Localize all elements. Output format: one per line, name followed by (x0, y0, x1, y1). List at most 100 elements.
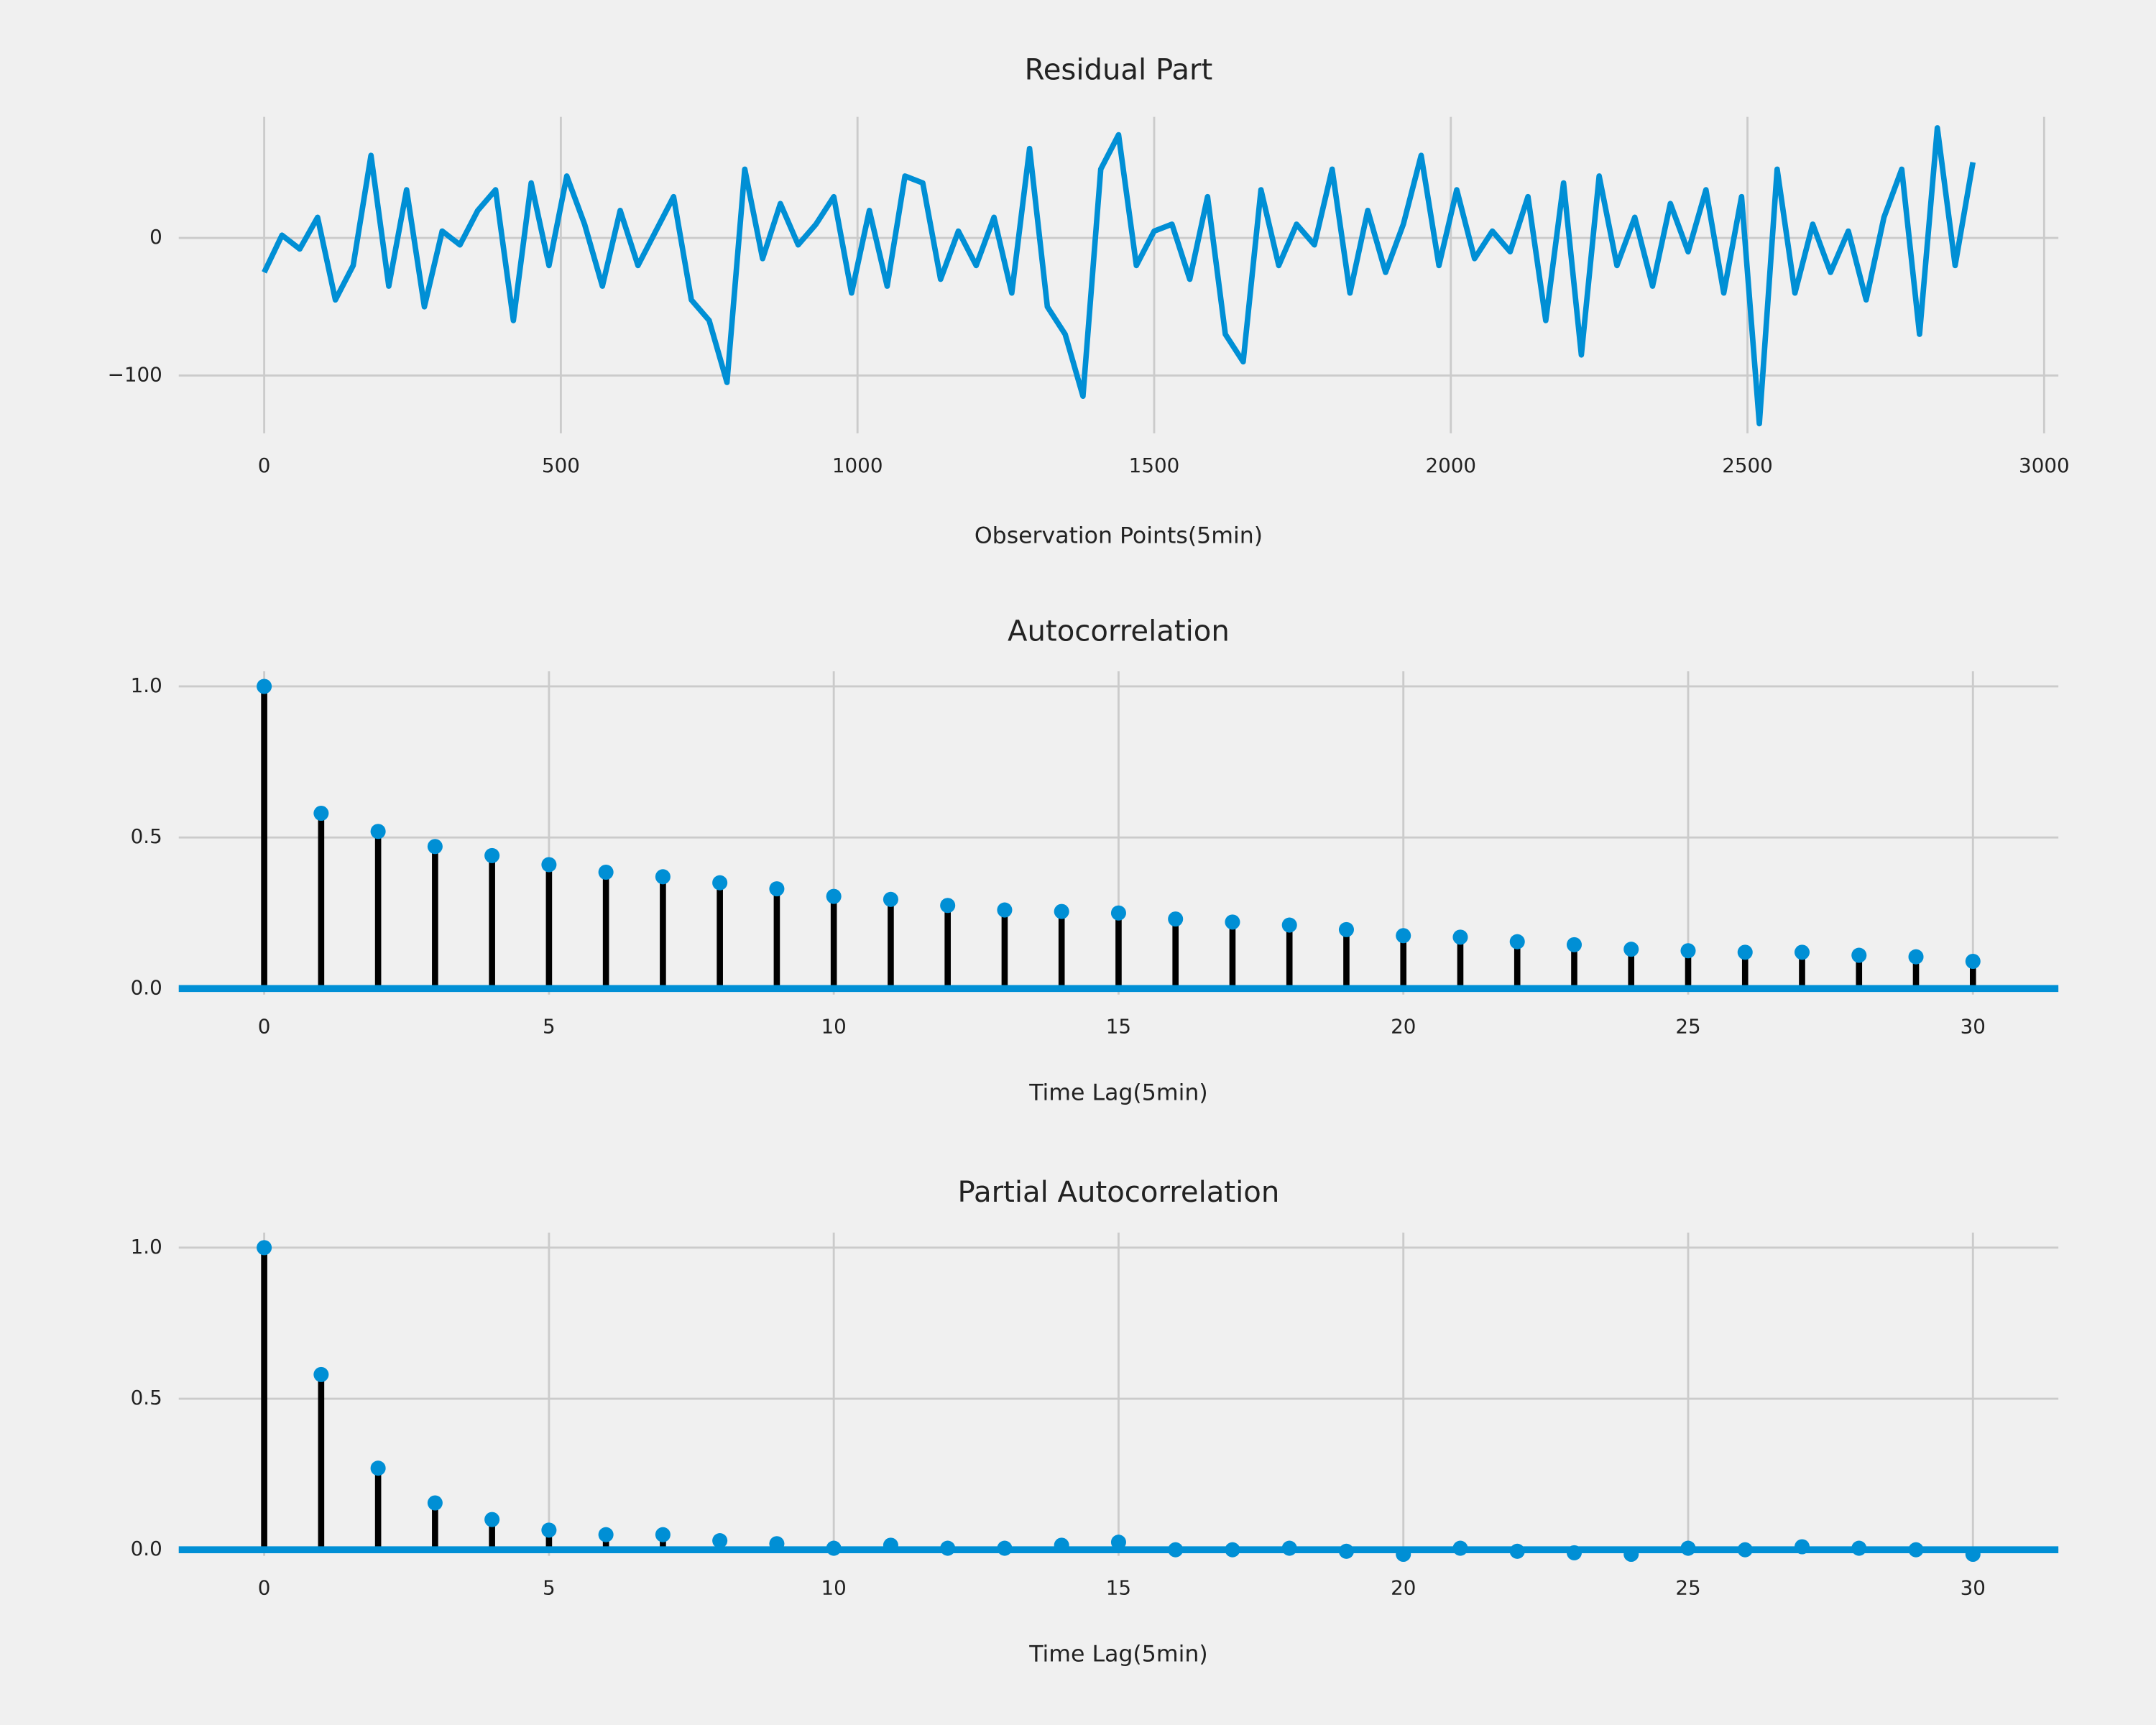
marker (826, 1540, 842, 1556)
chart-title: Autocorrelation (1008, 615, 1230, 648)
marker (1680, 943, 1696, 959)
x-tick-label: 30 (1961, 1015, 1986, 1039)
marker (997, 1540, 1013, 1556)
x-tick-label: 500 (542, 454, 580, 477)
marker (769, 1536, 785, 1552)
marker (1110, 905, 1126, 921)
x-tick-label: 25 (1675, 1576, 1700, 1600)
x-tick-label: 0 (258, 1015, 271, 1039)
marker (1566, 937, 1583, 952)
marker (1566, 1545, 1583, 1560)
x-tick-label: 25 (1675, 1015, 1700, 1039)
x-tick-label: 20 (1391, 1576, 1416, 1600)
marker (370, 1460, 386, 1476)
marker (1281, 917, 1297, 933)
marker (1794, 944, 1810, 960)
x-axis-label: Time Lag(5min) (1028, 1641, 1207, 1667)
y-tick-label: 0 (149, 225, 162, 249)
x-tick-label: 5 (543, 1576, 556, 1600)
marker (712, 875, 728, 891)
marker (1737, 944, 1753, 960)
y-tick-label: 1.0 (131, 1235, 162, 1259)
marker (1452, 1540, 1468, 1556)
marker (1680, 1540, 1696, 1556)
marker (1281, 1540, 1297, 1556)
marker (1396, 928, 1411, 944)
marker (883, 891, 898, 907)
marker (1851, 947, 1867, 963)
x-tick-label: 2000 (1425, 454, 1476, 477)
y-tick-label: 0.5 (131, 1386, 162, 1409)
marker (1054, 903, 1069, 919)
marker (997, 902, 1013, 918)
marker (1851, 1540, 1867, 1556)
marker (484, 1512, 500, 1527)
x-tick-label: 2500 (1722, 454, 1773, 477)
residual-line (262, 125, 1976, 427)
marker (1623, 942, 1639, 957)
x-tick-label: 10 (821, 1015, 847, 1039)
x-tick-label: 0 (258, 454, 271, 477)
marker (826, 888, 842, 904)
y-tick-label: 0.0 (131, 975, 162, 999)
marker (655, 1527, 671, 1542)
marker (1338, 1543, 1354, 1559)
marker (257, 1240, 272, 1256)
marker (257, 678, 272, 694)
panel: Residual Part Observation Points(5min) 0 50… (108, 54, 2070, 549)
marker (598, 1527, 614, 1542)
marker (712, 1533, 728, 1549)
marker (484, 847, 500, 863)
marker (541, 857, 557, 873)
marker (1509, 934, 1525, 949)
marker (883, 1537, 898, 1553)
marker (1225, 1542, 1240, 1558)
marker (1054, 1537, 1069, 1553)
marker (940, 898, 956, 914)
y-tick-label: 0.5 (131, 824, 162, 848)
marker (370, 824, 386, 840)
marker (1908, 1542, 1924, 1558)
marker (313, 1366, 329, 1382)
y-tick-label: 1.0 (131, 673, 162, 697)
marker (1737, 1542, 1753, 1558)
panel: Partial Autocorrelation Time Lag(5min) 0 5 1… (131, 1176, 2059, 1667)
marker (1396, 1546, 1411, 1563)
marker (1794, 1539, 1810, 1555)
chart-title: Partial Autocorrelation (958, 1176, 1280, 1209)
x-tick-label: 3000 (2019, 454, 2070, 477)
marker (1225, 914, 1240, 930)
x-tick-label: 30 (1961, 1576, 1986, 1600)
marker (427, 839, 443, 855)
marker (1965, 953, 1981, 970)
marker (1965, 1546, 1981, 1563)
x-tick-label: 1000 (832, 454, 883, 477)
marker (940, 1540, 956, 1556)
x-tick-label: 10 (821, 1576, 847, 1600)
x-tick-label: 0 (258, 1576, 271, 1600)
marker (1338, 921, 1354, 937)
marker (769, 881, 785, 897)
marker (541, 1522, 557, 1538)
marker (655, 869, 671, 885)
y-tick-label: −100 (108, 362, 162, 386)
x-tick-label: 15 (1106, 1576, 1131, 1600)
marker (1509, 1543, 1525, 1559)
marker (1168, 1542, 1184, 1558)
x-axis-label: Observation Points(5min) (975, 523, 1263, 548)
x-tick-label: 5 (543, 1015, 556, 1039)
x-tick-label: 1500 (1129, 454, 1180, 477)
x-tick-label: 15 (1106, 1015, 1131, 1039)
marker (1623, 1546, 1639, 1563)
marker (1908, 949, 1924, 965)
marker (1110, 1535, 1126, 1550)
chart-title: Residual Part (1025, 54, 1213, 87)
marker (598, 864, 614, 880)
marker (1168, 911, 1184, 927)
marker (1452, 929, 1468, 945)
marker (427, 1495, 443, 1511)
marker (313, 806, 329, 822)
x-tick-label: 20 (1391, 1015, 1416, 1039)
